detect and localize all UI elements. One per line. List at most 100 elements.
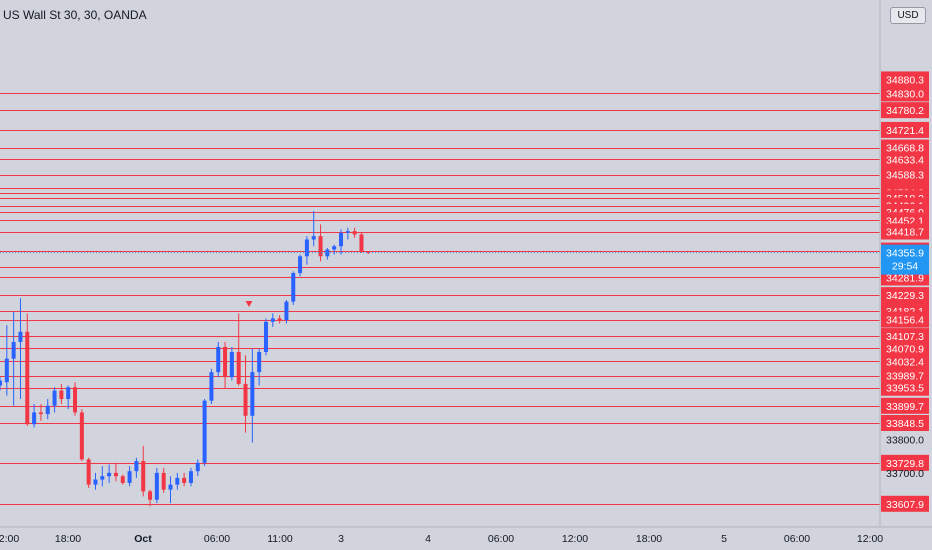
- candle-body: [188, 471, 193, 483]
- candle-body: [52, 390, 57, 406]
- level-label-box: [881, 415, 929, 431]
- level-label: 34032.4: [886, 356, 924, 368]
- level-label-box: [881, 379, 929, 396]
- candle-body: [127, 471, 132, 483]
- signal-marker: [245, 301, 253, 308]
- time-tick-label: 06:00: [204, 533, 230, 545]
- last-price-box: [881, 244, 929, 275]
- countdown-label: 29:54: [892, 261, 918, 273]
- level-label-box: [881, 397, 929, 414]
- level-label-box: [881, 340, 929, 357]
- candle-body: [277, 318, 282, 321]
- level-label: 33729.8: [886, 458, 924, 470]
- candle-body: [352, 231, 357, 235]
- candle-body: [284, 301, 289, 321]
- time-axis-labels: 2:00 18:00 Oct 06:00 11:00 3 4 06:00 12:00 18:00 5…: [0, 533, 883, 545]
- candle-body: [195, 462, 200, 472]
- candle-body: [4, 358, 9, 383]
- time-tick-label: 06:00: [784, 533, 810, 545]
- candle-body: [236, 351, 241, 384]
- candle-body: [345, 231, 350, 233]
- level-label-box: [881, 151, 929, 168]
- candle-body: [339, 232, 343, 247]
- candle-body: [216, 346, 221, 373]
- candle-body: [154, 472, 159, 500]
- time-tick-label: 4: [425, 533, 431, 545]
- candle-body: [38, 412, 43, 415]
- candle-body: [79, 412, 84, 460]
- horizontal-levels: [0, 93, 880, 505]
- candle-body: [11, 341, 16, 359]
- candle-body: [263, 321, 268, 352]
- markers: [0, 252, 880, 308]
- chart-title: US Wall St 30, 30, OANDA: [3, 8, 147, 22]
- last-price-label: 34355.9: [886, 248, 924, 260]
- level-label: 34633.4: [886, 154, 924, 166]
- currency-button[interactable]: USD: [890, 7, 926, 24]
- level-label: 34418.7: [886, 227, 924, 239]
- level-label-box: [881, 328, 929, 345]
- time-tick-label: Oct: [134, 533, 152, 545]
- candle-body: [298, 256, 303, 274]
- candle-body: [66, 387, 71, 399]
- level-label: 33848.5: [886, 418, 924, 430]
- candle-body: [113, 472, 118, 477]
- level-label-box: [881, 102, 929, 119]
- candle-body: [332, 246, 337, 250]
- level-label-box: [881, 166, 929, 183]
- time-tick-label: 5: [721, 533, 727, 545]
- candle-body: [141, 461, 146, 492]
- candle-body: [175, 477, 180, 485]
- candle-body: [366, 251, 371, 253]
- level-label: 33899.7: [886, 401, 924, 413]
- candle-body: [168, 484, 173, 490]
- level-label: 33953.5: [886, 383, 924, 395]
- candle-body: [229, 351, 234, 378]
- time-tick-label: 11:00: [267, 533, 293, 545]
- level-label-box: [881, 287, 929, 304]
- candle-body: [182, 477, 187, 483]
- level-label: 34588.3: [886, 170, 924, 182]
- time-tick-label: 12:00: [857, 533, 883, 545]
- level-label: 34107.3: [886, 331, 924, 343]
- candles: [0, 210, 371, 507]
- level-label: 34229.3: [886, 290, 924, 302]
- level-label: 34070.9: [886, 343, 924, 355]
- candle-body: [291, 273, 296, 302]
- level-label: 34830.0: [886, 88, 924, 100]
- candle-body: [257, 351, 262, 373]
- candle-body: [32, 412, 37, 425]
- candle-body: [318, 236, 323, 257]
- level-label-box: [881, 353, 929, 370]
- time-axis[interactable]: [0, 527, 880, 550]
- time-tick-label: 12:00: [562, 533, 588, 545]
- level-label: 34780.2: [886, 105, 924, 117]
- level-label-box: [881, 367, 929, 384]
- candle-body: [209, 372, 214, 401]
- level-label: 34281.9: [886, 272, 924, 284]
- candle-body: [73, 387, 78, 413]
- time-tick-label: 3: [338, 533, 344, 545]
- candle-body: [161, 472, 166, 490]
- level-label-box: [881, 121, 929, 138]
- candle-body: [0, 380, 2, 386]
- time-tick-label: 06:00: [488, 533, 514, 545]
- candle-body: [45, 405, 50, 415]
- level-label: 34721.4: [886, 125, 924, 137]
- level-label-box: [881, 454, 929, 471]
- time-tick-label: 18:00: [636, 533, 662, 545]
- candle-body: [223, 346, 228, 378]
- plot-background: [0, 0, 880, 527]
- level-label: 34156.4: [886, 315, 924, 327]
- candle-body: [250, 372, 255, 416]
- candle-body: [270, 318, 275, 322]
- candle-body: [59, 390, 64, 399]
- level-label-box: [881, 85, 929, 102]
- candle-body: [148, 491, 153, 500]
- time-tick-label: 2:00: [0, 533, 19, 545]
- level-label: 33989.7: [886, 371, 924, 383]
- candle-body: [107, 472, 112, 477]
- time-tick-label: 18:00: [55, 533, 81, 545]
- candle-body: [202, 400, 207, 463]
